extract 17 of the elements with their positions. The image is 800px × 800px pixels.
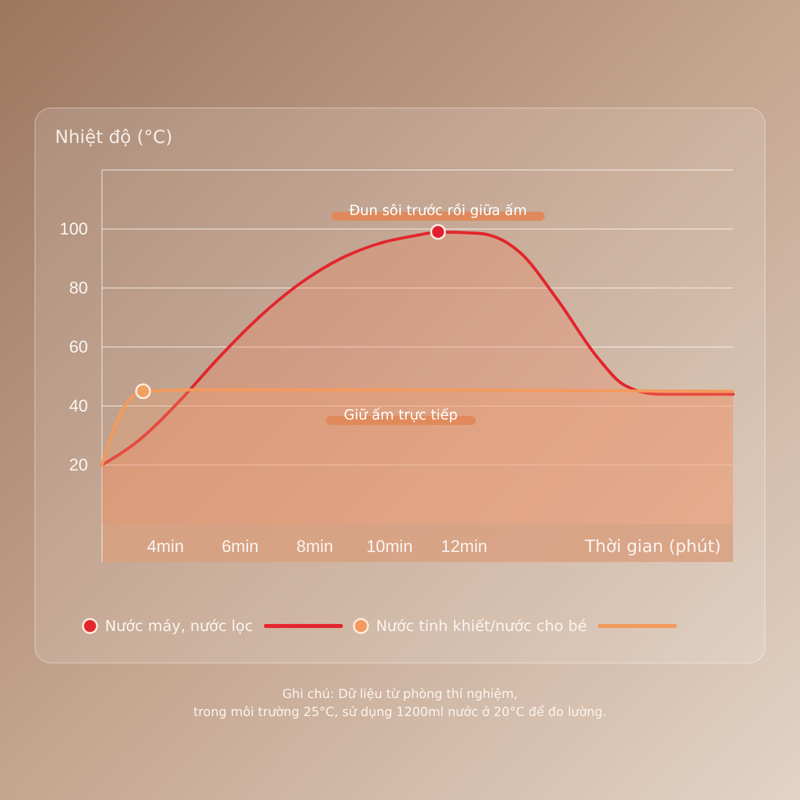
x-tick-label: 12min xyxy=(441,537,488,556)
legend-label: Nước tinh khiết/nước cho bé xyxy=(376,617,587,635)
y-tick-label: 40 xyxy=(69,396,88,416)
x-tick-label: 4min xyxy=(147,537,184,556)
x-axis-title: Thời gian (phút) xyxy=(584,537,721,557)
annotation: Đun sôi trước rồi giữa ấm xyxy=(349,202,527,219)
y-tick-label: 80 xyxy=(69,278,88,298)
y-axis-title: Nhiệt độ (°C) xyxy=(55,127,173,148)
y-tick-label: 60 xyxy=(69,337,88,356)
x-tick-label: 10min xyxy=(366,537,413,556)
x-tick-label: 6min xyxy=(222,537,259,556)
annotation: Giữ ấm trực tiếp xyxy=(344,407,458,424)
x-tick-label: 8min xyxy=(296,537,334,556)
legend-label: Nước máy, nước lọc xyxy=(105,617,253,635)
y-tick-label: 20 xyxy=(69,455,88,474)
y-tick-label: 100 xyxy=(60,219,88,238)
text: Ghi chú: Dữ liệu từ phòng thí nghiệm, trong môi trường 25°C, sử dụng 1200ml nước ở 20°C để đo lường. xyxy=(193,686,607,719)
